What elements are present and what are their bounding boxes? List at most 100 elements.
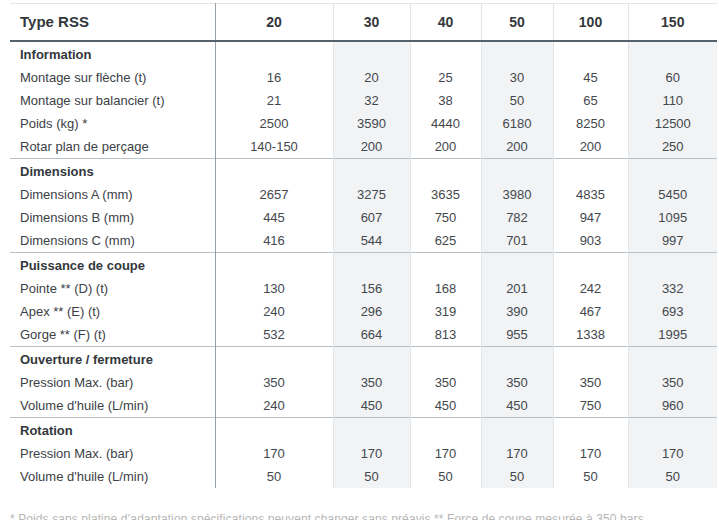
section-empty-cell xyxy=(481,159,553,184)
cell-value: 450 xyxy=(481,394,553,418)
cell-value: 45 xyxy=(553,66,628,89)
row-label: Pression Max. (bar) xyxy=(10,371,215,394)
section-empty-cell xyxy=(410,347,481,372)
cell-value: 445 xyxy=(215,206,333,229)
section-title: Rotation xyxy=(10,418,215,443)
cell-value: 664 xyxy=(333,323,410,347)
cell-value: 1995 xyxy=(628,323,717,347)
cell-value: 467 xyxy=(553,300,628,323)
cell-value: 50 xyxy=(481,465,553,488)
spec-row: Dimensions B (mm)4456077507829471095 xyxy=(10,206,717,229)
section-title: Information xyxy=(10,41,215,66)
row-label: Apex ** (E) (t) xyxy=(10,300,215,323)
cell-value: 60 xyxy=(628,66,717,89)
section-empty-cell xyxy=(333,418,410,443)
cell-value: 50 xyxy=(215,465,333,488)
cell-value: 50 xyxy=(481,89,553,112)
row-label: Montage sur balancier (t) xyxy=(10,89,215,112)
cell-value: 450 xyxy=(333,394,410,418)
section-empty-cell xyxy=(481,41,553,66)
cell-value: 3635 xyxy=(410,183,481,206)
cell-value: 625 xyxy=(410,229,481,253)
cell-value: 1338 xyxy=(553,323,628,347)
section-empty-cell xyxy=(215,41,333,66)
cell-value: 997 xyxy=(628,229,717,253)
section-empty-cell xyxy=(215,253,333,278)
spec-row: Dimensions C (mm)416544625701903997 xyxy=(10,229,717,253)
section-title: Puissance de coupe xyxy=(10,253,215,278)
row-label: Volume d'huile (L/min) xyxy=(10,394,215,418)
section-empty-cell xyxy=(481,418,553,443)
cell-value: 21 xyxy=(215,89,333,112)
section-empty-cell xyxy=(215,418,333,443)
cell-value: 544 xyxy=(333,229,410,253)
cell-value: 170 xyxy=(215,442,333,465)
row-label: Dimensions C (mm) xyxy=(10,229,215,253)
spec-row: Apex ** (E) (t)240296319390467693 xyxy=(10,300,717,323)
row-label: Montage sur flèche (t) xyxy=(10,66,215,89)
row-label: Gorge ** (F) (t) xyxy=(10,323,215,347)
cell-value: 240 xyxy=(215,300,333,323)
cell-value: 4440 xyxy=(410,112,481,135)
table-header: Type RSS 20304050100150 xyxy=(10,4,717,42)
spec-row: Pression Max. (bar)350350350350350350 xyxy=(10,371,717,394)
cell-value: 170 xyxy=(481,442,553,465)
cell-value: 319 xyxy=(410,300,481,323)
section-empty-cell xyxy=(333,41,410,66)
cell-value: 332 xyxy=(628,277,717,300)
cell-value: 960 xyxy=(628,394,717,418)
table-title: Type RSS xyxy=(10,4,215,42)
cell-value: 350 xyxy=(553,371,628,394)
cell-value: 5450 xyxy=(628,183,717,206)
cell-value: 955 xyxy=(481,323,553,347)
cell-value: 200 xyxy=(481,135,553,159)
cell-value: 350 xyxy=(628,371,717,394)
section-empty-cell xyxy=(628,347,717,372)
row-label: Poids (kg) * xyxy=(10,112,215,135)
section-empty-cell xyxy=(333,347,410,372)
column-header: 50 xyxy=(481,4,553,42)
row-label: Volume d'huile (L/min) xyxy=(10,465,215,488)
cell-value: 947 xyxy=(553,206,628,229)
cell-value: 50 xyxy=(333,465,410,488)
footnote: * Poids sans platine d’adaptation spécif… xyxy=(10,512,719,520)
spec-row: Volume d'huile (L/min)240450450450750960 xyxy=(10,394,717,418)
section-empty-cell xyxy=(553,41,628,66)
cell-value: 903 xyxy=(553,229,628,253)
cell-value: 3980 xyxy=(481,183,553,206)
cell-value: 50 xyxy=(553,465,628,488)
cell-value: 156 xyxy=(333,277,410,300)
row-label: Pointe ** (D) (t) xyxy=(10,277,215,300)
cell-value: 390 xyxy=(481,300,553,323)
cell-value: 350 xyxy=(481,371,553,394)
cell-value: 200 xyxy=(333,135,410,159)
column-header: 20 xyxy=(215,4,333,42)
cell-value: 1095 xyxy=(628,206,717,229)
cell-value: 2657 xyxy=(215,183,333,206)
spec-table: Type RSS 20304050100150 InformationMonta… xyxy=(10,3,717,488)
cell-value: 701 xyxy=(481,229,553,253)
section-empty-cell xyxy=(215,347,333,372)
section-empty-cell xyxy=(333,159,410,184)
spec-row: Poids (kg) *2500359044406180825012500 xyxy=(10,112,717,135)
cell-value: 170 xyxy=(628,442,717,465)
spec-row: Volume d'huile (L/min)505050505050 xyxy=(10,465,717,488)
section-empty-cell xyxy=(628,253,717,278)
column-header: 40 xyxy=(410,4,481,42)
section-row: Information xyxy=(10,41,717,66)
cell-value: 350 xyxy=(215,371,333,394)
cell-value: 450 xyxy=(410,394,481,418)
page: Type RSS 20304050100150 InformationMonta… xyxy=(0,0,719,520)
section-empty-cell xyxy=(628,418,717,443)
section-row: Rotation xyxy=(10,418,717,443)
cell-value: 32 xyxy=(333,89,410,112)
cell-value: 3590 xyxy=(333,112,410,135)
section-empty-cell xyxy=(215,159,333,184)
column-header: 100 xyxy=(553,4,628,42)
section-title: Ouverture / fermeture xyxy=(10,347,215,372)
row-label: Rotar plan de perçage xyxy=(10,135,215,159)
section-row: Ouverture / fermeture xyxy=(10,347,717,372)
cell-value: 6180 xyxy=(481,112,553,135)
cell-value: 200 xyxy=(553,135,628,159)
table-body: InformationMontage sur flèche (t)1620253… xyxy=(10,41,717,488)
